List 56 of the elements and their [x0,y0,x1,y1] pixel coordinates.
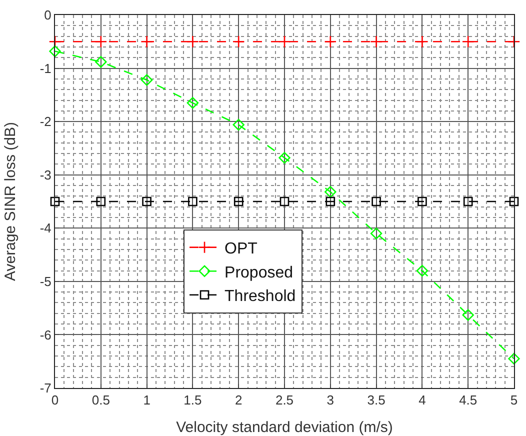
point [48,35,62,48]
point [232,35,245,48]
point [324,35,337,48]
point [509,196,519,206]
point [418,196,427,206]
y-tick-label: 0 [44,8,52,23]
x-tick-label: 5 [510,392,518,408]
x-tick-label: 2 [234,392,242,408]
point [508,35,520,48]
y-tick-label: -3 [40,167,52,182]
x-tick-label: 1 [143,392,150,408]
point [232,118,244,131]
point [416,264,428,277]
point [140,74,153,86]
point [49,45,61,58]
x-tick-label: 3.5 [367,392,386,408]
point [140,35,154,48]
point [142,196,152,206]
point [186,35,199,48]
point [94,35,108,48]
point [280,196,290,206]
y-tick-label: -6 [40,327,52,342]
point [326,196,336,206]
y-tick-label: -5 [40,274,52,289]
y-tick-label: -2 [40,114,52,130]
point [462,35,474,48]
x-axis-title: Velocity standard deviation (m/s) [176,419,393,436]
point [188,196,198,206]
point [96,196,106,206]
point [278,35,291,48]
legend-label: OPT [224,240,258,258]
point [372,196,381,206]
point [324,186,336,198]
point [462,309,474,321]
point [370,35,383,48]
point [95,56,107,68]
legend-label: Proposed [224,264,294,282]
x-tick-label: 2.5 [275,392,294,408]
point [50,196,60,206]
point [370,228,382,240]
y-axis-title: Average SINR loss (dB) [2,122,19,281]
legend-label: Threshold [224,288,296,306]
point [278,152,290,164]
x-tick-label: 3 [326,392,334,408]
y-tick-label: -7 [40,380,52,396]
y-tick-label: -4 [40,220,52,236]
x-tick-label: 1.5 [184,392,202,408]
x-tick-label: 4 [418,392,426,408]
point [234,196,244,206]
point [508,352,520,365]
point [186,97,199,109]
point [463,196,473,206]
x-tick-label: 4.5 [459,392,478,408]
x-tick-label: 0.5 [92,392,110,408]
y-tick-label: -1 [40,60,52,76]
point [416,35,428,48]
